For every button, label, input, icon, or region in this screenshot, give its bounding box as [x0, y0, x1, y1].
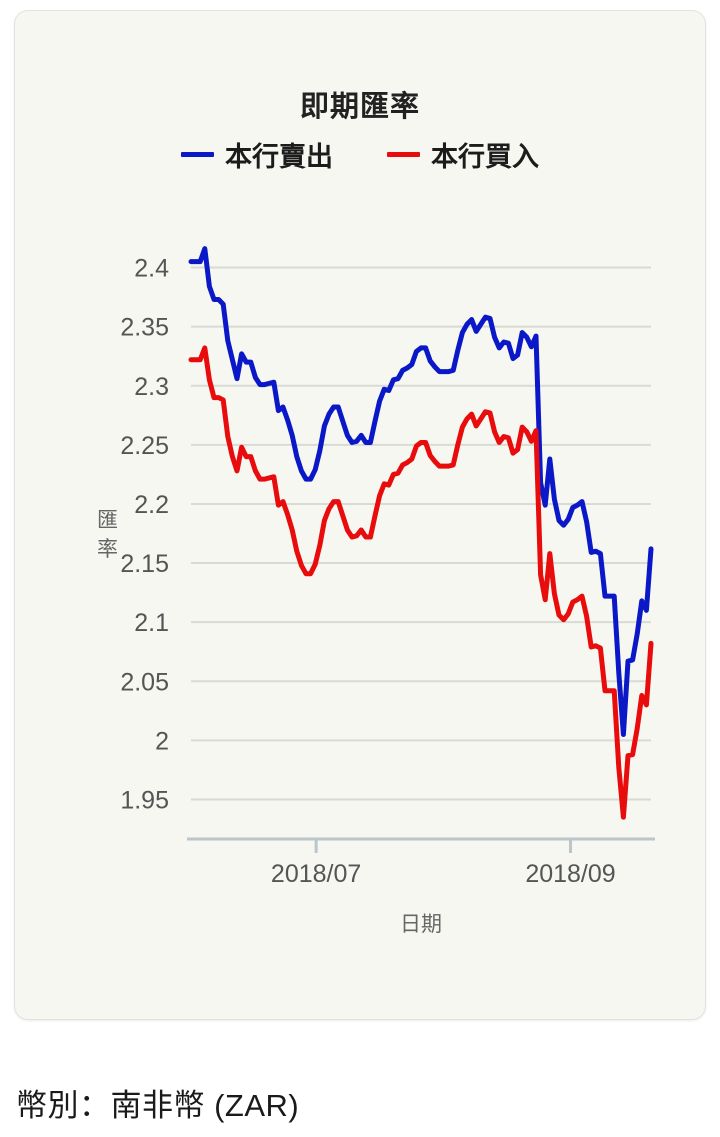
y-tick-label: 2.1	[134, 609, 169, 637]
legend-item-buy[interactable]: 本行買入	[387, 135, 539, 174]
y-tick-label: 2.35	[120, 314, 169, 342]
chart-card: 即期匯率 本行賣出 本行買入 1.95 2 2.05 2.1 2.15 2.2 2.25 2.…	[14, 10, 706, 1020]
x-tick-label: 2018/07	[271, 860, 361, 888]
line-chart-plot: 1.95 2 2.05 2.1 2.15 2.2 2.25 2.3 2.35 2.4 2018/0…	[97, 246, 655, 936]
series-line	[188, 345, 654, 820]
legend-label-sell: 本行賣出	[225, 142, 333, 172]
y-tick-label: 2.15	[120, 550, 169, 578]
legend-line-blue-icon	[181, 152, 214, 157]
x-axis-title: 日期	[400, 913, 442, 936]
series-lines-group	[188, 246, 654, 820]
y-tick-label: 2	[155, 727, 169, 755]
series-line	[188, 246, 654, 737]
y-tick-label: 2.2	[134, 491, 169, 519]
y-tick-label: 2.25	[120, 432, 169, 460]
y-tick-label: 2.4	[134, 255, 169, 283]
y-tick-label: 2.05	[120, 668, 169, 696]
chart-legend: 本行賣出 本行買入	[15, 135, 705, 174]
y-axis-title-char-2: 率	[97, 538, 118, 561]
y-tick-label: 2.3	[134, 373, 169, 401]
legend-line-red-icon	[387, 152, 420, 157]
legend-label-buy: 本行買入	[431, 142, 539, 172]
legend-item-sell[interactable]: 本行賣出	[181, 135, 333, 174]
currency-caption: 幣別：南非幣 (ZAR)	[16, 1088, 300, 1123]
chart-title: 即期匯率	[299, 91, 420, 123]
y-tick-labels-group: 1.95 2 2.05 2.1 2.15 2.2 2.25 2.3 2.35 2.4	[120, 255, 169, 815]
gridlines-group	[191, 266, 651, 801]
x-axis-group: 2018/07 2018/09	[187, 837, 655, 888]
y-axis-title-char-1: 匯	[97, 509, 118, 532]
y-tick-label: 1.95	[120, 786, 169, 814]
x-tick-label: 2018/09	[525, 860, 615, 888]
